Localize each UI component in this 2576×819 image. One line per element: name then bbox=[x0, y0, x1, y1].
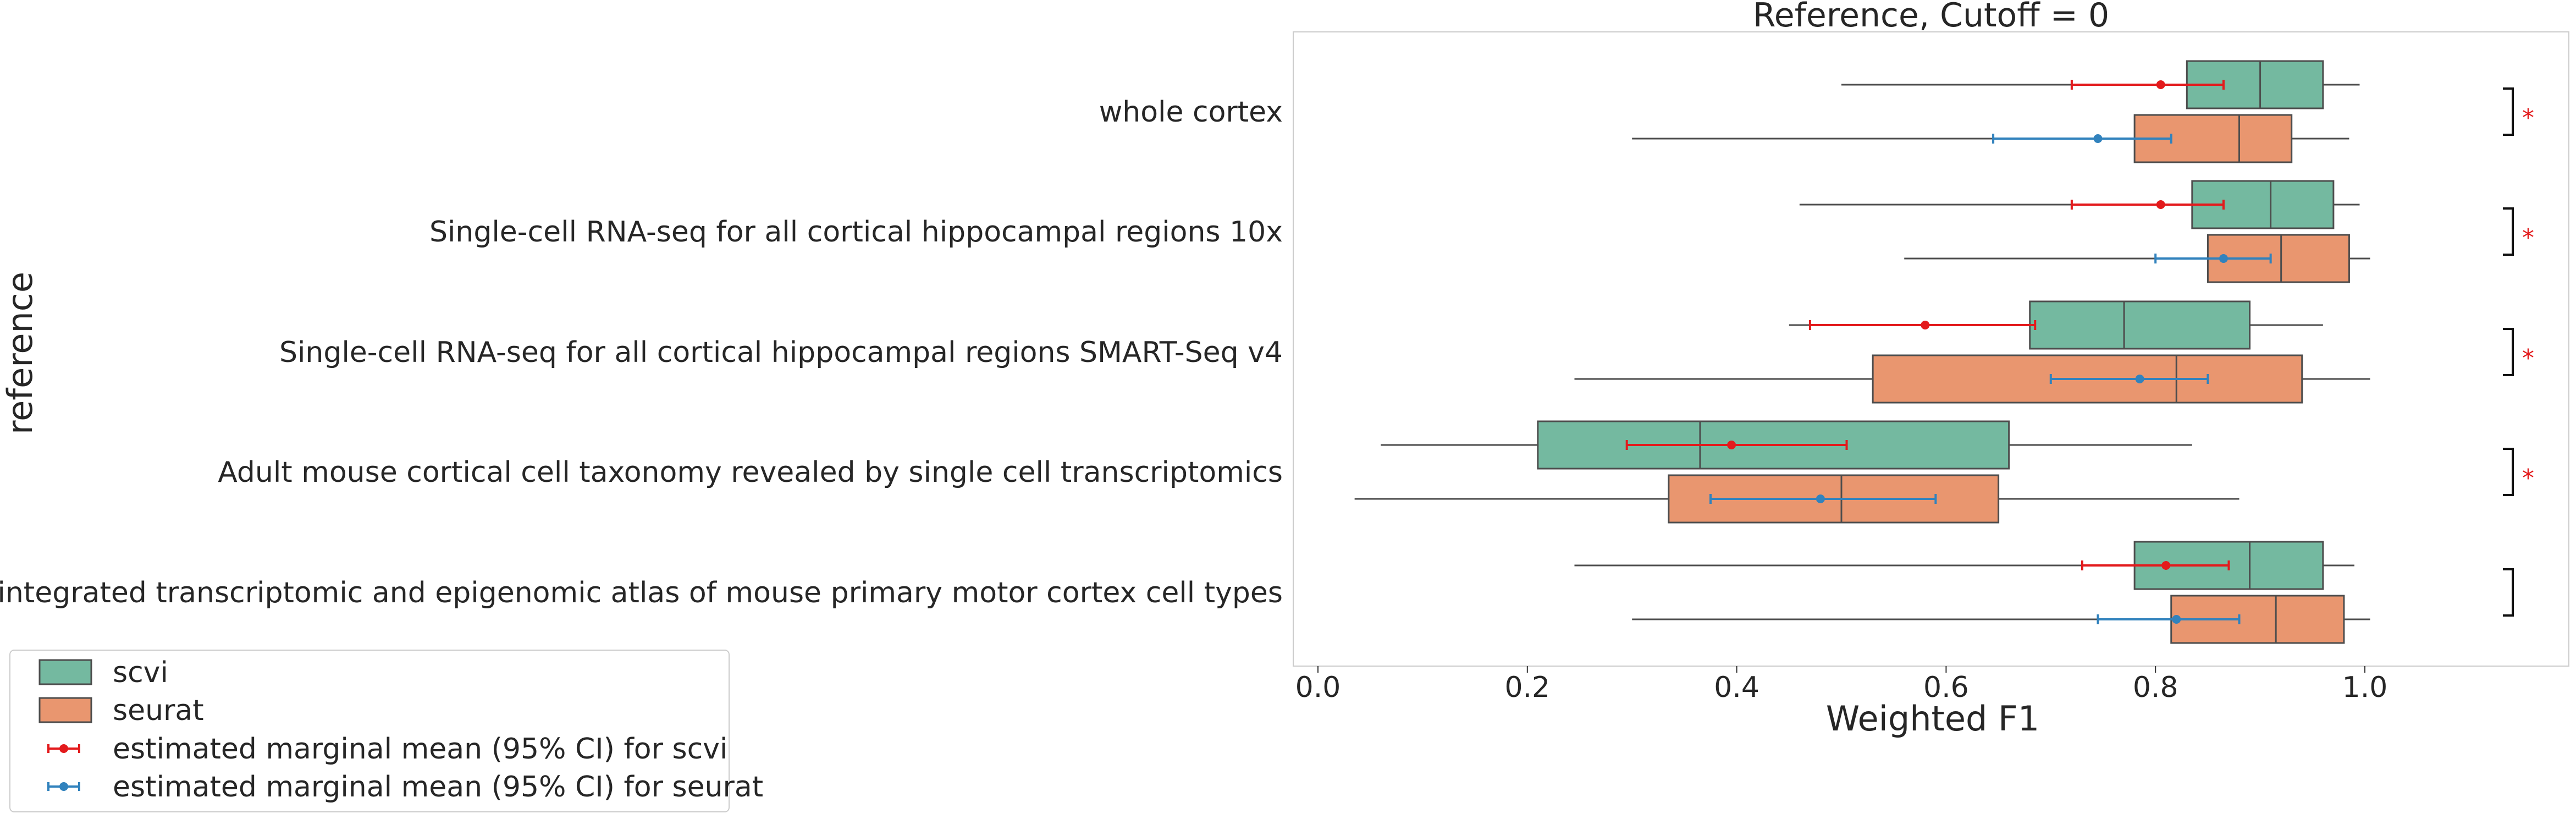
significance-bracket bbox=[2503, 207, 2514, 256]
box-seurat bbox=[1904, 234, 2370, 283]
mean-point bbox=[2156, 80, 2165, 89]
y-tick-label: An integrated transcriptomic and epigeno… bbox=[0, 576, 1283, 609]
significance-mark: * bbox=[2522, 104, 2534, 132]
mean-point bbox=[1921, 321, 1930, 329]
significance-mark: * bbox=[2522, 224, 2534, 252]
emmean-scvi bbox=[2070, 200, 2225, 210]
legend-frame bbox=[9, 650, 730, 812]
x-tick-label: 0.0 bbox=[1295, 671, 1341, 704]
box-body bbox=[2029, 300, 2251, 350]
plot-frame bbox=[1293, 31, 2569, 667]
mean-point bbox=[2172, 615, 2181, 624]
emmean-seurat bbox=[1709, 494, 1937, 504]
x-tick-label: 0.8 bbox=[2133, 671, 2178, 704]
mean-point bbox=[2093, 134, 2103, 143]
x-tick-label: 0.2 bbox=[1504, 671, 1550, 704]
legend-swatch-seurat bbox=[38, 697, 92, 723]
mean-point bbox=[1816, 494, 1825, 503]
emmean-scvi bbox=[1808, 320, 2037, 330]
emmean-seurat bbox=[2154, 254, 2272, 263]
emmean-scvi bbox=[1625, 440, 1848, 450]
significance-bracket bbox=[2503, 328, 2514, 376]
mean-point bbox=[2135, 375, 2144, 383]
y-axis-label: reference bbox=[0, 272, 40, 435]
legend-swatch-emmean-seurat bbox=[47, 782, 80, 791]
legend-label: seurat bbox=[113, 694, 204, 727]
y-tick-label: Single-cell RNA-seq for all cortical hip… bbox=[279, 336, 1283, 369]
significance-mark: * bbox=[2522, 344, 2534, 372]
x-tick-label: 0.4 bbox=[1714, 671, 1759, 704]
emmean-scvi bbox=[2081, 560, 2230, 570]
legend-label: estimated marginal mean (95% CI) for scv… bbox=[113, 733, 727, 766]
box-scvi bbox=[1574, 541, 2354, 590]
mean-point bbox=[1727, 441, 1736, 449]
significance-bracket bbox=[2503, 448, 2514, 496]
box-seurat bbox=[1632, 114, 2349, 163]
x-tick-label: 1.0 bbox=[2342, 671, 2388, 704]
box-seurat bbox=[1632, 595, 2370, 644]
significance-bracket bbox=[2503, 87, 2514, 136]
significance-bracket bbox=[2503, 568, 2514, 617]
emmean-seurat bbox=[2097, 614, 2241, 624]
mean-point bbox=[2161, 561, 2171, 570]
box-seurat bbox=[1574, 354, 2370, 404]
significance-mark: * bbox=[2522, 464, 2534, 492]
y-tick-label: whole cortex bbox=[1099, 96, 1283, 129]
y-tick-label: Adult mouse cortical cell taxonomy revea… bbox=[218, 456, 1283, 489]
mean-point bbox=[2156, 200, 2165, 209]
legend-swatch-emmean-scvi bbox=[47, 744, 80, 753]
legend-point bbox=[59, 744, 68, 753]
legend-point bbox=[59, 782, 68, 791]
legend-label: estimated marginal mean (95% CI) for seu… bbox=[113, 771, 763, 804]
legend: scvi seurat estimated marginal mean (95% C… bbox=[9, 650, 763, 812]
y-tick-label: Single-cell RNA-seq for all cortical hip… bbox=[429, 216, 1283, 249]
x-tick-label: 0.6 bbox=[1923, 671, 1969, 704]
emmean-scvi bbox=[2070, 80, 2225, 90]
legend-swatch-scvi bbox=[38, 659, 92, 685]
mean-point bbox=[2219, 254, 2228, 263]
legend-label: scvi bbox=[113, 656, 168, 689]
emmean-seurat bbox=[2049, 374, 2209, 384]
x-axis-label: Weighted F1 bbox=[1826, 699, 2039, 739]
emmean-seurat bbox=[1992, 134, 2172, 144]
chart-title: Reference, Cutoff = 0 bbox=[1753, 0, 2109, 35]
